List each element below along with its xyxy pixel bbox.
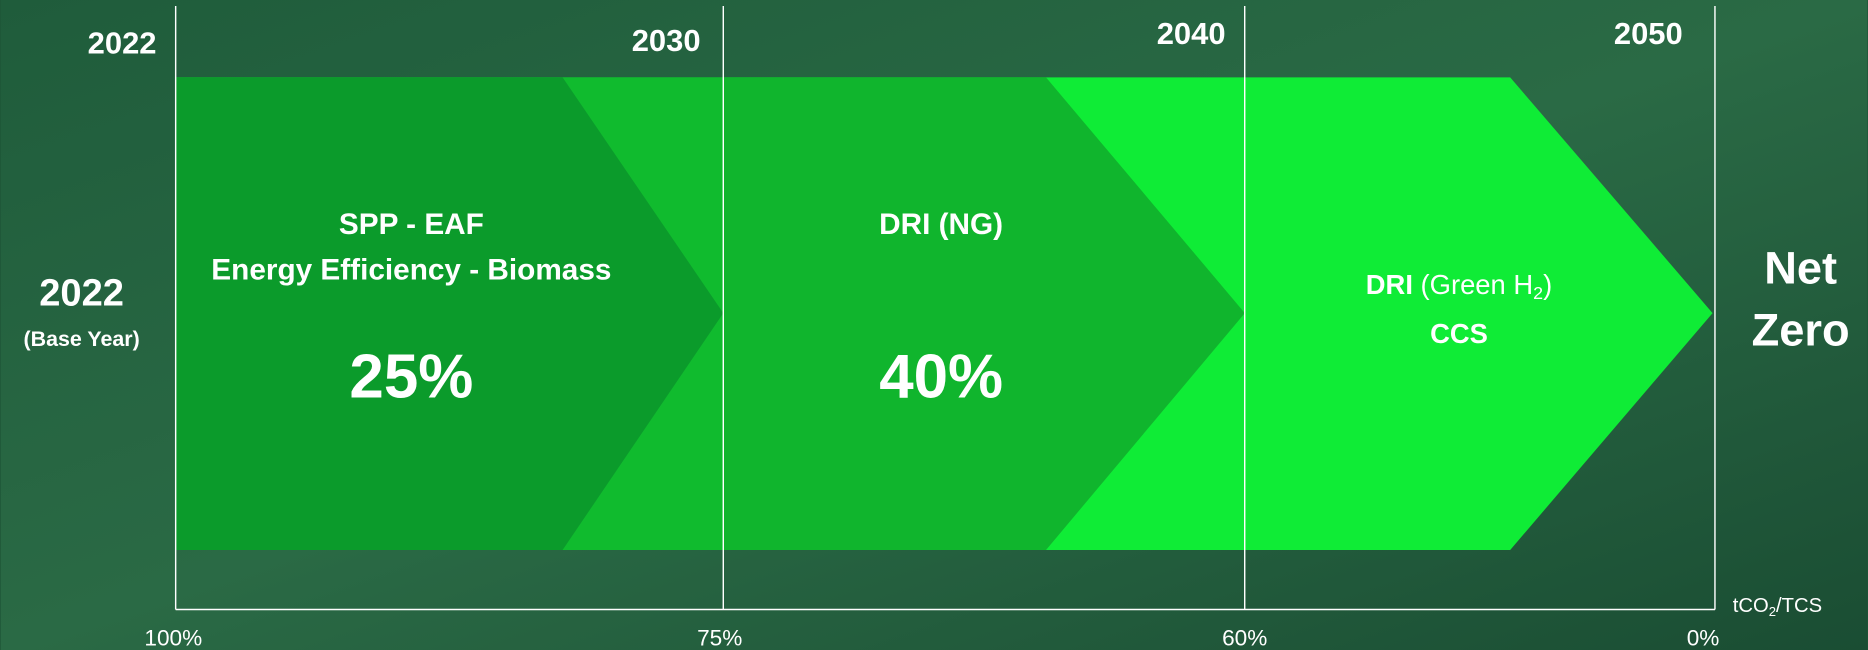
chevron-1: [175, 77, 724, 550]
subscript: 2: [1769, 605, 1776, 620]
years: 2022 2030 2040 2050: [88, 16, 1683, 61]
unit-text: /TCS: [1776, 595, 1822, 617]
grid-lines: [174, 5, 1716, 611]
stage-label: DRI (NG): [879, 208, 1003, 241]
year: 2030: [632, 23, 701, 58]
unit-text: tCO: [1733, 595, 1769, 617]
stage-text: (Green H: [1413, 269, 1533, 300]
stage-bold: DRI: [1366, 269, 1413, 300]
base-note: (Base Year): [24, 327, 140, 351]
stage-label: Energy Efficiency - Biomass: [211, 253, 611, 286]
unit: tCO2/TCS: [1733, 595, 1822, 619]
goal: Zero: [1752, 304, 1850, 355]
stage-text: ): [1543, 269, 1552, 300]
emission-label: 60%: [1222, 625, 1267, 650]
stage-label: CCS: [1430, 318, 1488, 349]
chevron-2-body: [723, 77, 1245, 550]
stage-reduction: 25%: [349, 342, 473, 411]
subscript: 2: [1533, 283, 1543, 303]
stage-label: SPP - EAF: [339, 208, 484, 241]
year: 2040: [1157, 16, 1226, 51]
year: 2050: [1614, 16, 1683, 51]
stage-reduction: 40%: [879, 342, 1003, 411]
emission-label: 100%: [144, 625, 202, 650]
base-year: 2022: [39, 272, 124, 314]
emission-label: 0%: [1687, 625, 1720, 650]
emission-label: 75%: [697, 625, 742, 650]
emissions-labels: 100% 75% 60% 0%: [144, 625, 1719, 650]
year: 2022: [88, 25, 157, 60]
stage-label: DRI (Green H2): [1366, 269, 1552, 303]
goal: Net: [1764, 242, 1837, 293]
